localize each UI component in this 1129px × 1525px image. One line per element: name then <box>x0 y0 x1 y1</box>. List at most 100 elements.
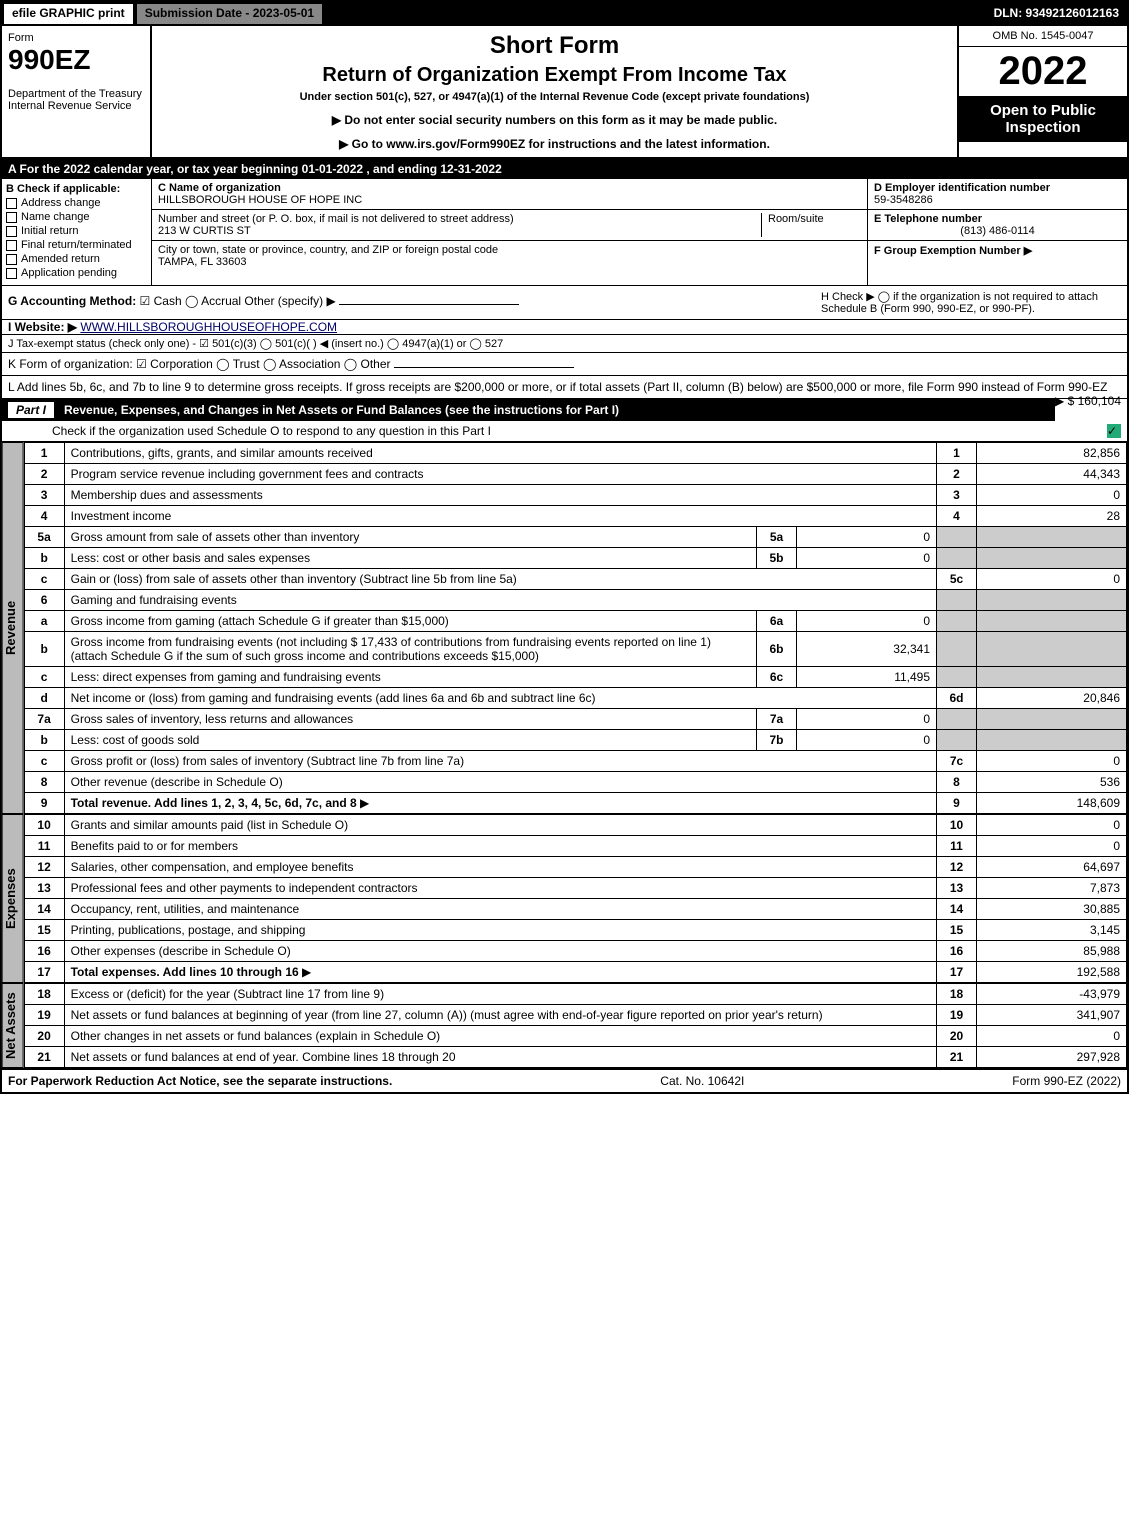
cat-number: Cat. No. 10642I <box>660 1074 744 1088</box>
org-name-row: C Name of organization HILLSBOROUGH HOUS… <box>152 179 867 210</box>
topbar: efile GRAPHIC print Submission Date - 20… <box>2 2 1127 26</box>
line-10: 10Grants and similar amounts paid (list … <box>24 815 1126 836</box>
line-5c: cGain or (loss) from sale of assets othe… <box>24 569 1126 590</box>
under-section: Under section 501(c), 527, or 4947(a)(1)… <box>160 91 949 103</box>
website-link[interactable]: WWW.HILLSBOROUGHHOUSEOFHOPE.COM <box>80 320 337 334</box>
section-g: H Check ▶ ◯ if the organization is not r… <box>2 286 1127 320</box>
line-7b: bLess: cost of goods sold7b0 <box>24 730 1126 751</box>
box-def: D Employer identification number 59-3548… <box>867 179 1127 285</box>
part-i-subheader: Check if the organization used Schedule … <box>2 421 1127 442</box>
goto-note: ▶ Go to www.irs.gov/Form990EZ for instru… <box>160 137 949 151</box>
box-b: B Check if applicable: Address change Na… <box>2 179 152 285</box>
net-assets-table: 18Excess or (deficit) for the year (Subt… <box>24 983 1127 1068</box>
line-8: 8Other revenue (describe in Schedule O)8… <box>24 772 1126 793</box>
line-l-amount: ▶ $ 160,104 <box>1055 394 1121 408</box>
part-i-sub-text: Check if the organization used Schedule … <box>52 424 491 438</box>
net-assets-tab: Net Assets <box>2 983 24 1068</box>
box-b-label: B Check if applicable: <box>6 183 147 195</box>
line-3: 3Membership dues and assessments30 <box>24 485 1126 506</box>
line-14: 14Occupancy, rent, utilities, and mainte… <box>24 899 1126 920</box>
ssn-note: ▶ Do not enter social security numbers o… <box>160 113 949 127</box>
line-12: 12Salaries, other compensation, and empl… <box>24 857 1126 878</box>
tax-year: 2022 <box>959 47 1127 96</box>
line-1: 1Contributions, gifts, grants, and simil… <box>24 443 1126 464</box>
line-17: 17Total expenses. Add lines 10 through 1… <box>24 962 1126 983</box>
line-9: 9Total revenue. Add lines 1, 2, 3, 4, 5c… <box>24 793 1126 814</box>
line-6a: aGross income from gaming (attach Schedu… <box>24 611 1126 632</box>
dept-label: Department of the Treasury Internal Reve… <box>8 88 144 112</box>
line-6d: dNet income or (loss) from gaming and fu… <box>24 688 1126 709</box>
page-footer: For Paperwork Reduction Act Notice, see … <box>2 1068 1127 1092</box>
form-header: Form 990EZ Department of the Treasury In… <box>2 26 1127 159</box>
chk-name-change[interactable]: Name change <box>6 211 147 223</box>
box-c: C Name of organization HILLSBOROUGH HOUS… <box>152 179 867 285</box>
ein-row: D Employer identification number 59-3548… <box>868 179 1127 210</box>
line-11: 11Benefits paid to or for members110 <box>24 836 1126 857</box>
form-footer-label: Form 990-EZ (2022) <box>1012 1074 1121 1088</box>
line-6: 6Gaming and fundraising events <box>24 590 1126 611</box>
chk-amended-return[interactable]: Amended return <box>6 253 147 265</box>
group-exemption-label: F Group Exemption Number ▶ <box>874 245 1032 257</box>
ein: 59-3548286 <box>874 194 1121 206</box>
open-inspection: Open to Public Inspection <box>959 96 1127 142</box>
schedule-o-checkbox[interactable]: ✓ <box>1107 424 1121 438</box>
line-g-label: G Accounting Method: <box>8 294 136 308</box>
submission-date: Submission Date - 2023-05-01 <box>137 4 322 24</box>
expenses-section: Expenses 10Grants and similar amounts pa… <box>2 814 1127 983</box>
revenue-tab: Revenue <box>2 442 24 814</box>
form-label: Form <box>8 32 144 44</box>
paperwork-notice: For Paperwork Reduction Act Notice, see … <box>8 1074 392 1088</box>
line-i: I Website: ▶ WWW.HILLSBOROUGHHOUSEOFHOPE… <box>2 320 1127 335</box>
line-l-text: L Add lines 5b, 6c, and 7b to line 9 to … <box>8 380 1107 394</box>
line-g-opts: ☑ Cash ◯ Accrual Other (specify) ▶ <box>140 294 336 308</box>
net-assets-section: Net Assets 18Excess or (deficit) for the… <box>2 983 1127 1068</box>
line-5b: bLess: cost or other basis and sales exp… <box>24 548 1126 569</box>
room-suite: Room/suite <box>761 213 861 237</box>
form-number: 990EZ <box>8 44 144 76</box>
efile-print-link[interactable]: efile GRAPHIC print <box>4 4 133 24</box>
line-20: 20Other changes in net assets or fund ba… <box>24 1026 1126 1047</box>
chk-final-return[interactable]: Final return/terminated <box>6 239 147 251</box>
line-16: 16Other expenses (describe in Schedule O… <box>24 941 1126 962</box>
street-label: Number and street (or P. O. box, if mail… <box>158 213 514 225</box>
short-form-title: Short Form <box>160 32 949 60</box>
phone: (813) 486-0114 <box>874 225 1121 237</box>
part-i-title: Revenue, Expenses, and Changes in Net As… <box>64 403 619 417</box>
city-row: City or town, state or province, country… <box>152 241 867 271</box>
line-k: K Form of organization: ☑ Corporation ◯ … <box>2 353 1127 376</box>
org-name: HILLSBOROUGH HOUSE OF HOPE INC <box>158 194 362 206</box>
city-label: City or town, state or province, country… <box>158 244 498 256</box>
street-row: Number and street (or P. O. box, if mail… <box>152 210 867 241</box>
phone-label: E Telephone number <box>874 213 1121 225</box>
line-a: A For the 2022 calendar year, or tax yea… <box>2 159 1127 179</box>
chk-application-pending[interactable]: Application pending <box>6 267 147 279</box>
line-15: 15Printing, publications, postage, and s… <box>24 920 1126 941</box>
line-7a: 7aGross sales of inventory, less returns… <box>24 709 1126 730</box>
header-right: OMB No. 1545-0047 2022 Open to Public In… <box>957 26 1127 157</box>
line-21: 21Net assets or fund balances at end of … <box>24 1047 1126 1068</box>
header-mid: Short Form Return of Organization Exempt… <box>152 26 957 157</box>
ein-label: D Employer identification number <box>874 182 1121 194</box>
line-19: 19Net assets or fund balances at beginni… <box>24 1005 1126 1026</box>
website-label: I Website: ▶ <box>8 320 77 334</box>
part-i-label: Part I <box>8 402 54 418</box>
line-6b: bGross income from fundraising events (n… <box>24 632 1126 667</box>
expenses-table: 10Grants and similar amounts paid (list … <box>24 814 1127 983</box>
chk-address-change[interactable]: Address change <box>6 197 147 209</box>
group-exemption-row: F Group Exemption Number ▶ <box>868 241 1127 260</box>
city: TAMPA, FL 33603 <box>158 256 246 268</box>
line-5a: 5aGross amount from sale of assets other… <box>24 527 1126 548</box>
line-13: 13Professional fees and other payments t… <box>24 878 1126 899</box>
chk-initial-return[interactable]: Initial return <box>6 225 147 237</box>
line-6c: cLess: direct expenses from gaming and f… <box>24 667 1126 688</box>
line-j: J Tax-exempt status (check only one) - ☑… <box>2 335 1127 353</box>
line-2: 2Program service revenue including gover… <box>24 464 1126 485</box>
return-title: Return of Organization Exempt From Incom… <box>160 64 949 87</box>
part-i-header: Part I Revenue, Expenses, and Changes in… <box>2 399 1055 421</box>
expenses-tab: Expenses <box>2 814 24 983</box>
revenue-table: 1Contributions, gifts, grants, and simil… <box>24 442 1127 814</box>
line-h: H Check ▶ ◯ if the organization is not r… <box>821 290 1121 315</box>
dln: DLN: 93492126012163 <box>986 2 1127 26</box>
omb-number: OMB No. 1545-0047 <box>959 26 1127 47</box>
line-7c: cGross profit or (loss) from sales of in… <box>24 751 1126 772</box>
